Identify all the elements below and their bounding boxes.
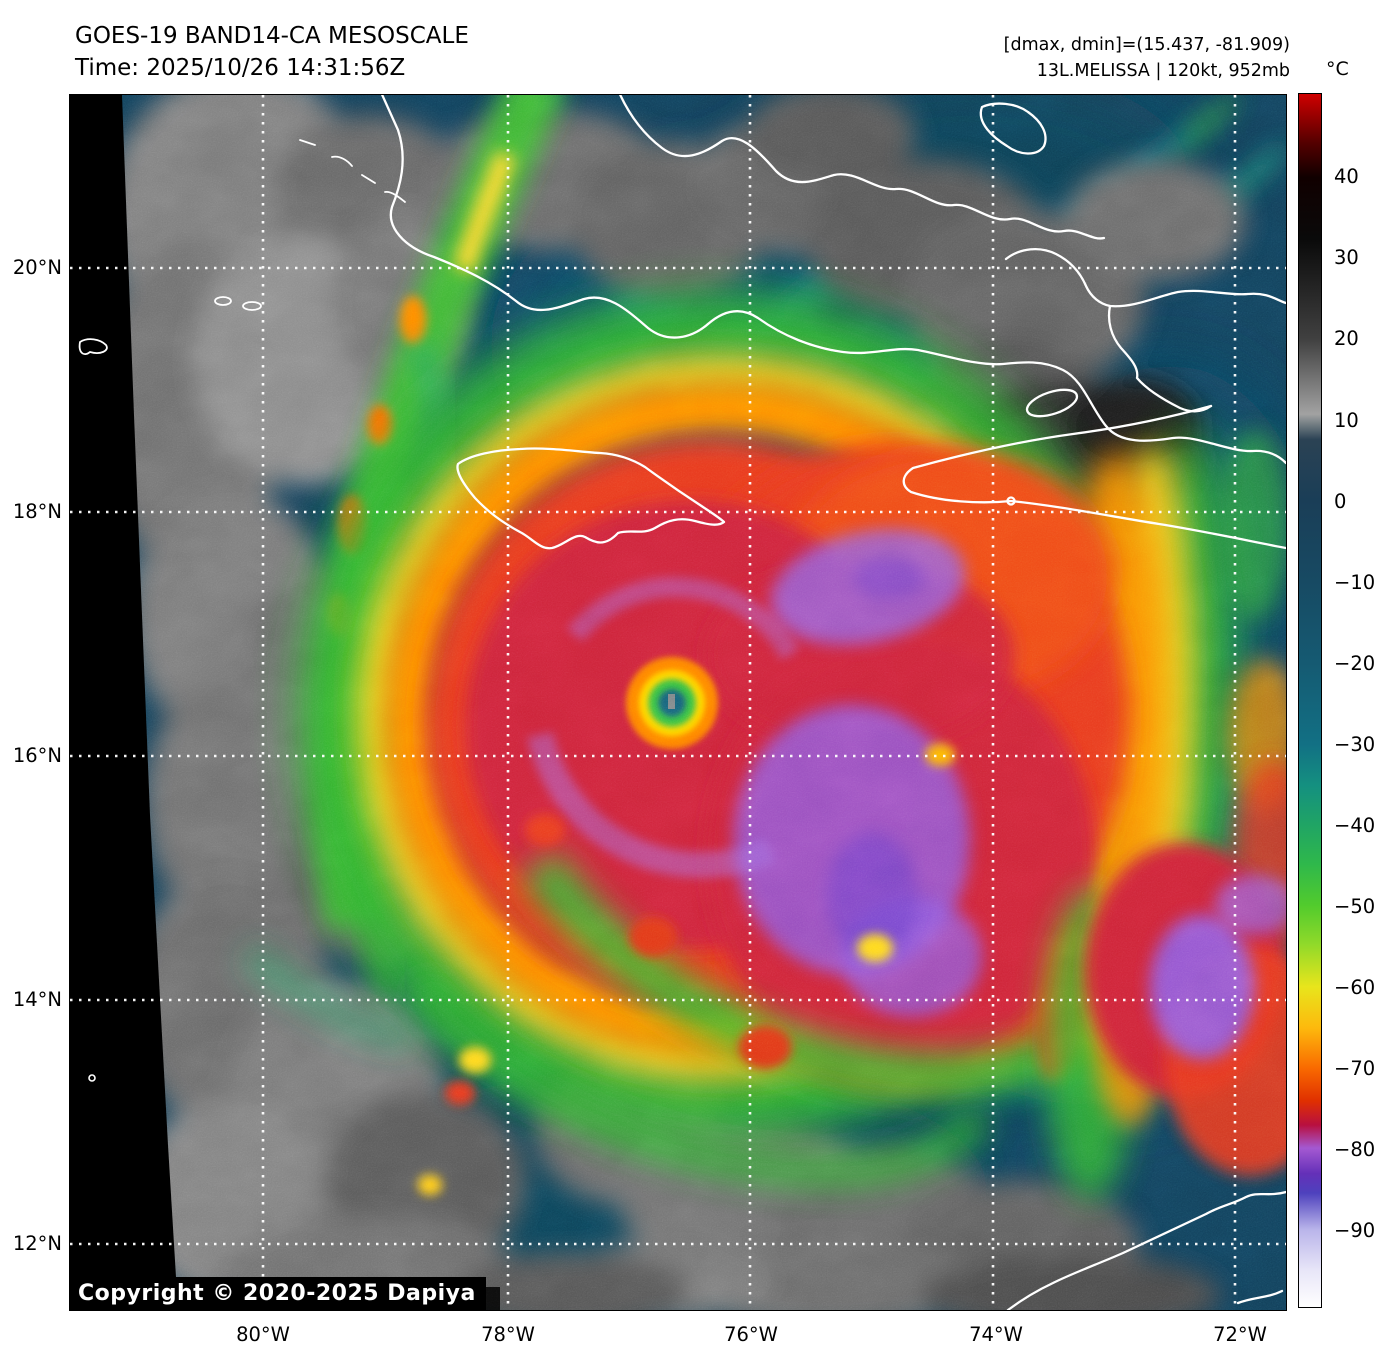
lat-label: 18°N [12, 500, 62, 523]
timestamp: Time: 2025/10/26 14:31:56Z [75, 55, 406, 81]
lat-label: 12°N [12, 1232, 62, 1255]
coastline-cuba-north [619, 95, 1106, 240]
lon-label: 72°W [1213, 1323, 1267, 1346]
coastline-cuba-south [380, 95, 1286, 465]
coastline-ile-a-vache [1006, 496, 1016, 506]
colorbar-tick: −20 [1334, 652, 1376, 675]
colorbar-gradient [1298, 93, 1322, 1308]
coastline-gonave [1025, 388, 1079, 418]
colorbar-tick: 10 [1334, 409, 1359, 432]
coastline-cuban-cays [299, 139, 406, 203]
colorbar-tick: −80 [1334, 1138, 1376, 1161]
colorbar-unit-label: °C [1326, 58, 1349, 80]
copyright-banner: Copyright © 2020-2025 Dapiya [70, 1277, 486, 1310]
dmax-dmin-readout: [dmax, dmin]=(15.437, -81.909) [1003, 35, 1290, 55]
colorbar-tick: −90 [1334, 1219, 1376, 1242]
lat-label: 16°N [12, 744, 62, 767]
colorbar-tick: 30 [1334, 246, 1359, 269]
coastline-tiburon [902, 404, 1286, 550]
colorbar-tick: −40 [1334, 814, 1376, 837]
page-title: GOES-19 BAND14-CA MESOSCALE [75, 23, 469, 49]
colorbar-tick: −50 [1334, 895, 1376, 918]
coastline-cayman-brac [78, 338, 108, 355]
storm-readout: 13L.MELISSA | 120kt, 952mb [1036, 61, 1290, 81]
lat-label: 14°N [12, 988, 62, 1011]
coastline-south-america [1006, 1190, 1286, 1310]
colorbar-tick: −60 [1334, 976, 1376, 999]
coastline-great-inagua [979, 102, 1047, 155]
lon-label: 78°W [481, 1323, 535, 1346]
ir-imagery-canvas [70, 95, 1286, 1310]
coastline-cayman-2 [242, 301, 262, 311]
title-block: GOES-19 BAND14-CA MESOSCALE Time: 2025/1… [75, 20, 469, 84]
colorbar-tick: −30 [1334, 733, 1376, 756]
colorbar-tick: −10 [1334, 571, 1376, 594]
colorbar-tick: 0 [1334, 490, 1347, 513]
coastline-jamaica [456, 447, 726, 550]
colorbar-tick: 20 [1334, 327, 1359, 350]
info-block: [dmax, dmin]=(15.437, -81.909) 13L.MELIS… [1004, 32, 1290, 84]
colorbar-tick: −70 [1334, 1057, 1376, 1080]
lat-label: 20°N [12, 256, 62, 279]
lon-label: 76°W [724, 1323, 778, 1346]
satellite-image: Copyright © 2020-2025 Dapiya [69, 94, 1287, 1311]
lon-label: 74°W [969, 1323, 1023, 1346]
coastline-cayman-1 [214, 296, 232, 306]
colorbar-tick: 40 [1334, 165, 1359, 188]
coastlines [78, 95, 1286, 1310]
coastline-swan-island [88, 1074, 96, 1082]
lon-label: 80°W [236, 1323, 290, 1346]
